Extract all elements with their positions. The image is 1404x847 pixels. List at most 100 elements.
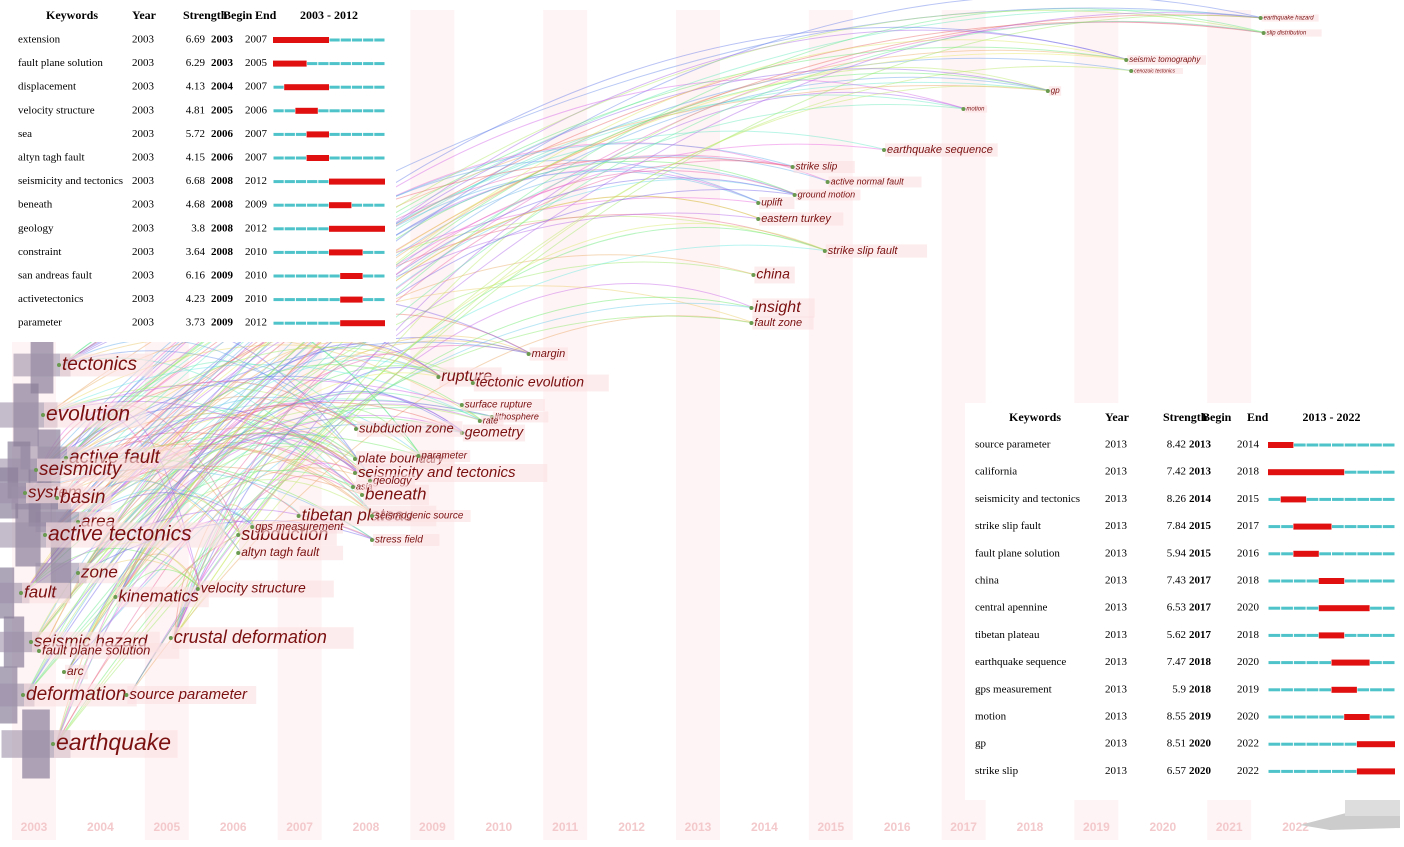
burst-bar (1318, 632, 1345, 639)
timeline-cell (374, 62, 385, 66)
year-label: 2021 (1216, 820, 1243, 834)
timeline-cell (363, 38, 374, 42)
node-label: beneath (365, 484, 426, 503)
timeline-cell (374, 274, 385, 278)
node-label: strike slip (796, 162, 838, 173)
year: 2013 (1105, 683, 1128, 695)
timeline-cell (1306, 715, 1319, 719)
timeline-cell (329, 298, 340, 302)
co-occurrence-link (118, 244, 828, 598)
timeline-cell (273, 227, 284, 231)
time-slice (676, 10, 720, 840)
end: 2010 (245, 293, 268, 305)
timeline-cell (273, 109, 284, 113)
co-occurrence-link (33, 355, 442, 643)
node (1258, 16, 1263, 20)
timeline-cell (318, 298, 329, 302)
timeline-cell (1268, 497, 1281, 501)
node (1124, 58, 1129, 62)
timeline-cell (1319, 497, 1331, 501)
timeline-cell (340, 85, 351, 89)
co-occurrence-link (25, 166, 798, 696)
burst-bar (1318, 605, 1370, 612)
year-label: 2019 (1083, 820, 1110, 834)
timeline-cell (1370, 470, 1382, 474)
timeline-cell (1268, 688, 1281, 692)
timeline-cell (374, 203, 385, 207)
timeline-cell (1382, 497, 1395, 501)
timeline-cell (340, 156, 351, 160)
end: 2007 (245, 128, 268, 140)
timeline-cell (340, 38, 351, 42)
burst-bar (329, 202, 352, 209)
node (961, 107, 966, 111)
node (37, 649, 41, 653)
burst-bar (1331, 659, 1370, 666)
begin: 2003 (211, 57, 234, 69)
co-occurrence-link (59, 57, 1135, 499)
table-header: Strength (1163, 410, 1208, 424)
timeline-cell (273, 250, 284, 254)
co-occurrence-link (47, 53, 1130, 536)
table-header: Begin (223, 8, 253, 22)
node (76, 571, 80, 575)
timeline-cell (273, 156, 284, 160)
keyword: earthquake sequence (975, 656, 1066, 668)
node-label: geometry (465, 424, 524, 440)
timeline-cell (318, 227, 329, 231)
keyword: sea (18, 128, 32, 140)
timeline-cell (351, 109, 363, 113)
timeline-cell (307, 62, 318, 66)
year-label: 2020 (1149, 820, 1176, 834)
table-header: 2003 - 2012 (300, 8, 358, 22)
timeline-cell (374, 298, 385, 302)
end: 2012 (245, 175, 267, 187)
begin: 2004 (211, 81, 234, 93)
burst-bar (340, 320, 385, 327)
node-label: arc (67, 664, 84, 678)
begin: 2009 (211, 293, 234, 305)
node (62, 670, 66, 674)
timeline-cell (295, 203, 307, 207)
begin: 2008 (211, 199, 234, 211)
timeline-cell (1268, 606, 1281, 610)
label-bg (46, 522, 225, 548)
year: 2013 (1105, 520, 1128, 532)
label-bg (60, 353, 153, 377)
node-label: basin (60, 487, 105, 508)
burst-bar (1344, 714, 1370, 720)
co-occurrence-link (128, 283, 755, 696)
node-label: fault plane solution (42, 642, 150, 657)
timeline-cell (363, 203, 374, 207)
end: 2017 (1237, 520, 1260, 532)
burst-bar (329, 178, 385, 185)
timeline-cell (1281, 579, 1293, 583)
co-occurrence-link (47, 212, 762, 536)
keyword: activetectonics (18, 293, 83, 305)
end: 2018 (1237, 466, 1260, 478)
label-bg (480, 415, 504, 427)
year: 2003 (132, 152, 155, 164)
timeline-cell (307, 250, 318, 254)
begin: 2018 (1189, 656, 1212, 668)
co-occurrence-link (80, 432, 374, 574)
end: 2006 (245, 104, 268, 116)
node-label: stress field (375, 535, 423, 546)
node (23, 491, 27, 495)
label-bg (828, 176, 922, 188)
timeline-cell (1370, 606, 1382, 610)
timeline-cell (307, 203, 318, 207)
timeline-cell (1306, 443, 1319, 447)
year: 2003 (132, 81, 155, 93)
timeline-cell (1293, 769, 1306, 773)
node-label: earthquake hazard (1264, 16, 1315, 22)
timeline-cell (1357, 688, 1370, 692)
end: 2014 (1237, 439, 1260, 451)
timeline-cell (1306, 606, 1319, 610)
end: 2022 (1237, 738, 1259, 750)
year-label: 2012 (618, 820, 645, 834)
end: 2007 (245, 34, 268, 46)
co-occurrence-link (45, 395, 376, 517)
node-label: source parameter (129, 686, 248, 703)
strength: 3.73 (186, 317, 206, 329)
